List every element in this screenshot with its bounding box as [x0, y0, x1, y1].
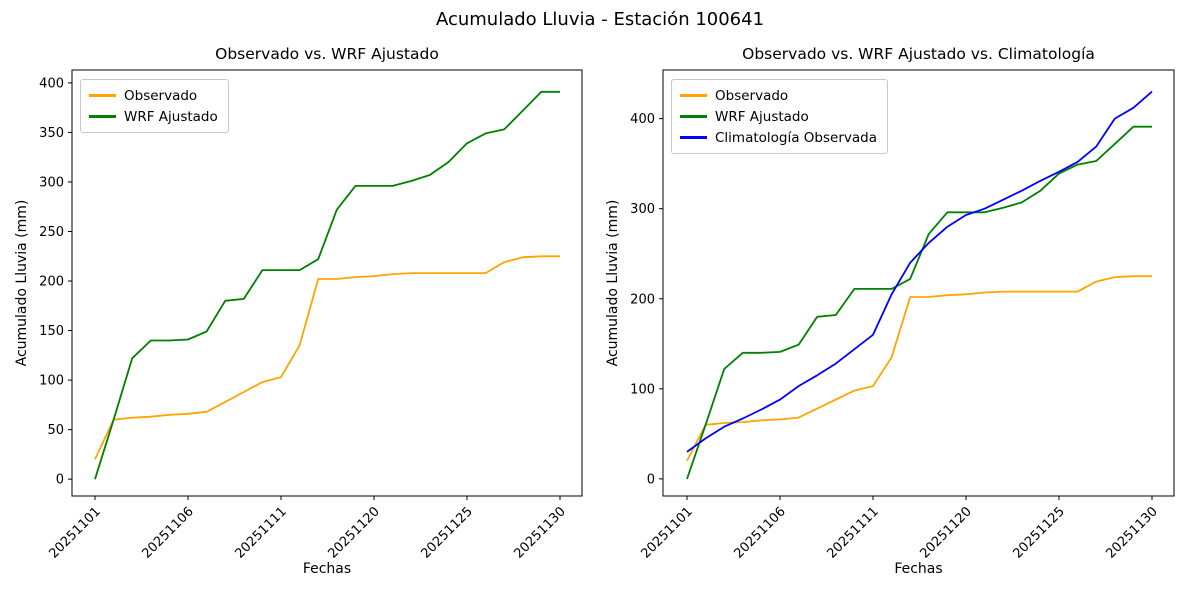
legend-line-swatch — [680, 136, 707, 139]
right-x-axis-label: Fechas — [894, 561, 943, 577]
right-y-tick-label: 100 — [630, 382, 655, 397]
right-chart-legend: Observado WRF Ajustado Climatología Observ… — [671, 79, 888, 154]
right-x-tick-label: 20251106 — [731, 504, 788, 561]
series-line-climatolog-a-observada — [686, 90, 1153, 453]
left-x-tick-label: 20251120 — [325, 504, 382, 561]
right-axes-border — [662, 69, 1175, 497]
right-x-tick-label: 20251101 — [638, 504, 695, 561]
left-x-tick-label: 20251101 — [46, 504, 103, 561]
series-line-observado — [94, 255, 560, 460]
right-x-tick-label: 20251125 — [1010, 504, 1067, 561]
legend-item: Observado — [89, 85, 218, 106]
figure-title: Acumulado Lluvia - Estación 100641 — [435, 9, 765, 30]
legend-line-swatch — [89, 115, 116, 118]
right-x-tick-label: 20251120 — [917, 504, 974, 561]
left-y-tick-label: 400 — [39, 76, 64, 91]
legend-label: WRF Ajustado — [715, 108, 809, 125]
left-y-tick-label: 0 — [56, 473, 64, 488]
left-x-axis-label: Fechas — [302, 561, 352, 577]
left-axes-border — [71, 69, 583, 497]
right-x-tick-label: 20251130 — [1103, 504, 1160, 561]
series-line-wrf-ajustado — [686, 125, 1152, 480]
left-x-tick-label: 20251106 — [139, 504, 196, 561]
left-y-tick-label: 250 — [39, 225, 64, 240]
left-x-tick-label: 20251130 — [511, 504, 568, 561]
legend-item: WRF Ajustado — [680, 106, 877, 127]
left-x-tick-label: 20251111 — [232, 504, 289, 561]
legend-label: Climatología Observada — [715, 129, 877, 146]
legend-line-swatch — [89, 94, 116, 97]
left-y-tick-label: 300 — [39, 175, 64, 190]
series-line-observado — [686, 275, 1152, 462]
legend-label: Observado — [715, 87, 789, 104]
right-x-tick-label: 20251111 — [824, 504, 881, 561]
left-y-tick-label: 100 — [39, 374, 64, 389]
right-y-tick-label: 300 — [630, 202, 655, 217]
left-x-tick-label: 20251125 — [418, 504, 475, 561]
left-chart-legend: Observado WRF Ajustado — [80, 79, 229, 133]
left-y-tick-label: 150 — [39, 324, 64, 339]
right-y-tick-label: 400 — [630, 112, 655, 127]
right-chart-title: Observado vs. WRF Ajustado vs. Climatolo… — [742, 45, 1095, 63]
series-line-wrf-ajustado — [94, 90, 560, 480]
legend-line-swatch — [680, 115, 707, 118]
legend-item: Observado — [680, 85, 877, 106]
legend-label: WRF Ajustado — [124, 108, 218, 125]
right-y-tick-label: 0 — [647, 472, 655, 487]
legend-line-swatch — [680, 94, 707, 97]
left-y-tick-label: 50 — [47, 423, 64, 438]
left-y-tick-label: 350 — [39, 126, 64, 141]
left-chart-title: Observado vs. WRF Ajustado — [215, 45, 439, 63]
left-y-tick-label: 200 — [39, 275, 64, 290]
legend-item: WRF Ajustado — [89, 106, 218, 127]
right-y-tick-label: 200 — [630, 292, 655, 307]
legend-label: Observado — [124, 87, 198, 104]
legend-item: Climatología Observada — [680, 127, 877, 148]
